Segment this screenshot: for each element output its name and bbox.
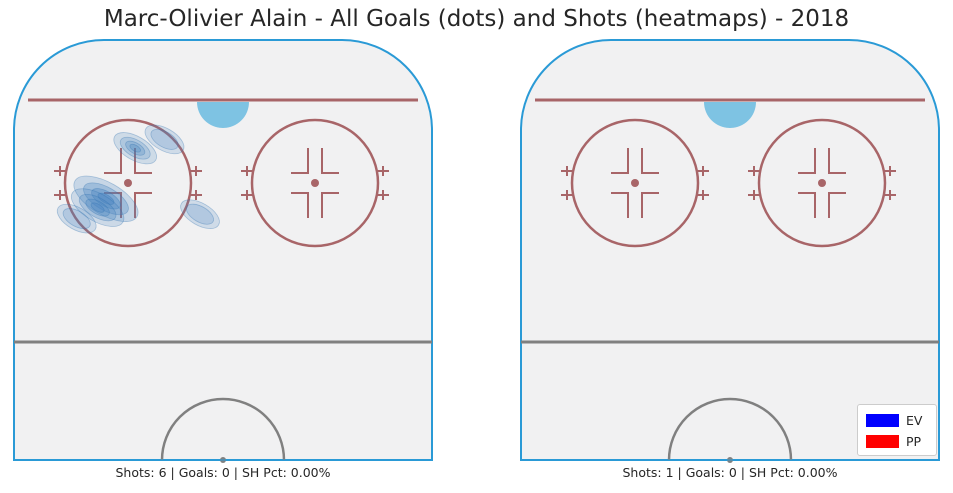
shot-density-contour bbox=[62, 208, 91, 230]
rink-pp bbox=[520, 39, 940, 463]
legend-swatch-ev bbox=[866, 414, 899, 427]
legend-swatch-pp bbox=[866, 435, 899, 448]
shot-density-contour bbox=[90, 202, 105, 213]
faceoff-circle-right bbox=[748, 118, 896, 248]
faceoff-circle-left bbox=[54, 118, 202, 248]
goal-crease bbox=[704, 102, 756, 128]
legend-label-ev: EV bbox=[906, 413, 923, 428]
rink-boards bbox=[13, 39, 433, 461]
shot-density-contour bbox=[129, 143, 141, 153]
chart-title: Marc-Olivier Alain - All Goals (dots) an… bbox=[103, 6, 850, 32]
shot-density-contour bbox=[97, 192, 115, 205]
legend-item-ev: EV bbox=[866, 412, 923, 428]
faceoff-circle-right bbox=[241, 118, 389, 248]
caption-ev: Shots: 6 | Goals: 0 | SH Pct: 0.00% bbox=[115, 465, 331, 480]
shot-density-contour bbox=[83, 182, 129, 216]
shot-density-contour bbox=[144, 124, 185, 155]
legend-item-pp: PP bbox=[866, 433, 922, 449]
rink-ev bbox=[13, 39, 433, 463]
center-circle bbox=[160, 397, 286, 461]
center-circle bbox=[667, 397, 793, 461]
shot-density-contour bbox=[180, 199, 220, 229]
shot-density-contour bbox=[73, 175, 139, 222]
legend: EV PP bbox=[857, 404, 937, 456]
shot-heatmap-ev bbox=[56, 124, 220, 234]
goal-crease bbox=[197, 102, 249, 128]
shot-density-contour bbox=[70, 188, 125, 227]
shot-density-contour bbox=[91, 188, 121, 210]
shot-density-contour bbox=[78, 193, 117, 222]
shot-density-contour bbox=[85, 198, 110, 217]
caption-pp: Shots: 1 | Goals: 0 | SH Pct: 0.00% bbox=[622, 465, 838, 480]
shot-density-contour bbox=[113, 132, 157, 165]
shot-density-contour bbox=[119, 136, 151, 160]
legend-label-pp: PP bbox=[906, 434, 922, 449]
shot-density-contour bbox=[56, 203, 97, 234]
rink-boards bbox=[520, 39, 940, 461]
faceoff-circle-left bbox=[561, 118, 709, 248]
shot-density-contour bbox=[150, 128, 179, 150]
shot-density-contour bbox=[186, 203, 215, 225]
shot-density-contour bbox=[125, 140, 146, 156]
